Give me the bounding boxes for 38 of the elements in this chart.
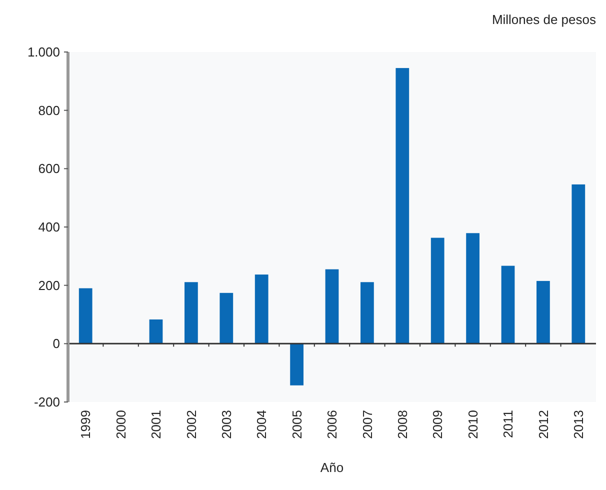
bar — [536, 280, 550, 344]
bar — [396, 68, 410, 344]
y-tick-label: 200 — [38, 278, 60, 293]
bar — [149, 319, 163, 344]
y-tick-label: 600 — [38, 161, 60, 176]
x-tick-label: 2005 — [289, 410, 304, 439]
bar — [430, 238, 444, 344]
x-tick-label: 2013 — [570, 410, 586, 439]
x-tick-label: 2001 — [148, 410, 164, 439]
bar — [466, 233, 480, 344]
x-tick-label: 2004 — [254, 410, 270, 439]
y-tick-label: 800 — [38, 102, 60, 118]
y-axis-title: Millones de pesos — [492, 12, 596, 27]
y-tick-label: -200 — [34, 394, 60, 410]
x-tick-label: 2011 — [500, 410, 516, 438]
x-tick-label: 1999 — [78, 410, 94, 439]
y-tick-label: 400 — [38, 220, 60, 235]
x-tick-label: 2003 — [218, 410, 234, 439]
y-tick-label: 1.000 — [27, 44, 60, 60]
bar — [290, 344, 304, 386]
x-tick-label: 2006 — [324, 410, 340, 439]
x-tick-label: 2007 — [360, 410, 375, 439]
bar — [501, 266, 515, 344]
bar — [325, 269, 339, 344]
x-tick-label: 2000 — [113, 410, 128, 439]
x-tick-label: 2009 — [430, 410, 446, 439]
x-tick-label: 2010 — [465, 410, 480, 439]
x-tick-label: 2012 — [536, 410, 551, 439]
bar — [360, 282, 374, 344]
x-axis-title: Año — [320, 460, 344, 475]
y-tick-label: 0 — [52, 336, 60, 352]
bar — [78, 288, 92, 344]
bar — [254, 274, 268, 344]
bar — [184, 282, 198, 344]
bar — [220, 292, 234, 344]
bar — [572, 184, 586, 344]
x-tick-label: 2008 — [394, 410, 410, 439]
x-tick-label: 2002 — [184, 410, 199, 439]
